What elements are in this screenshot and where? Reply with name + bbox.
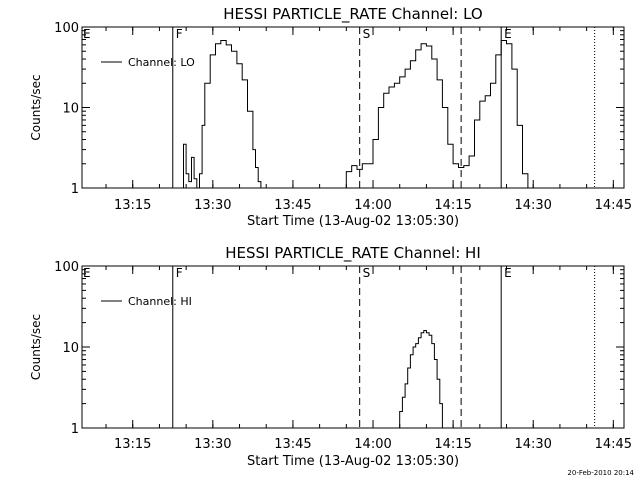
chart-panel-1: HESSI PARTICLE_RATE Channel: LO 13:15 13:3…	[29, 5, 632, 229]
event-marker-label: S	[363, 266, 371, 280]
footer-timestamp: 20-Feb-2010 20:14	[567, 469, 634, 477]
event-marker-label: F	[176, 266, 183, 280]
chart-title: HESSI PARTICLE_RATE Channel: LO	[223, 5, 482, 24]
legend-label: Channel: LO	[128, 56, 195, 69]
event-marker-label: S	[363, 27, 371, 41]
y-tick-label: 100	[54, 21, 79, 36]
series-line-channel-lo	[172, 40, 529, 188]
x-tick-label: 14:30	[514, 437, 551, 452]
x-tick-label: 13:15	[114, 198, 151, 213]
x-tick-label: 14:00	[354, 437, 391, 452]
plot-frame	[81, 26, 625, 189]
x-tick-label: 13:45	[274, 198, 311, 213]
corner-label: E	[83, 27, 91, 41]
corner-label: E	[83, 266, 91, 280]
x-tick-label: 14:00	[354, 198, 391, 213]
series-line-channel-hi	[394, 330, 443, 428]
x-tick-label: 14:45	[595, 437, 632, 452]
y-tick-label: 10	[62, 341, 79, 356]
y-tick-label: 1	[71, 422, 79, 437]
x-axis-label: Start Time (13-Aug-02 13:05:30)	[247, 214, 459, 229]
chart-title: HESSI PARTICLE_RATE Channel: HI	[225, 244, 481, 263]
x-tick-label: 14:15	[434, 437, 471, 452]
event-marker-label: E	[504, 266, 512, 280]
chart-panel-2: HESSI PARTICLE_RATE Channel: HI 13:15 13:3…	[29, 244, 632, 469]
x-tick-label: 14:30	[514, 198, 551, 213]
y-axis-label: Counts/sec	[29, 314, 43, 380]
x-axis-label: Start Time (13-Aug-02 13:05:30)	[247, 454, 459, 469]
y-tick-label: 100	[54, 260, 79, 275]
y-tick-label: 1	[71, 182, 79, 197]
x-tick-label: 13:45	[274, 437, 311, 452]
x-tick-label: 13:15	[114, 437, 151, 452]
x-tick-label: 14:45	[595, 198, 632, 213]
y-tick-label: 10	[62, 102, 79, 117]
event-marker-label: E	[504, 27, 512, 41]
legend-label: Channel: HI	[128, 295, 192, 308]
x-tick-label: 13:30	[194, 437, 231, 452]
x-tick-label: 14:15	[434, 198, 471, 213]
plot-frame	[81, 265, 625, 429]
x-tick-label: 13:30	[194, 198, 231, 213]
event-marker-label: F	[176, 27, 183, 41]
y-axis-label: Counts/sec	[29, 74, 43, 140]
